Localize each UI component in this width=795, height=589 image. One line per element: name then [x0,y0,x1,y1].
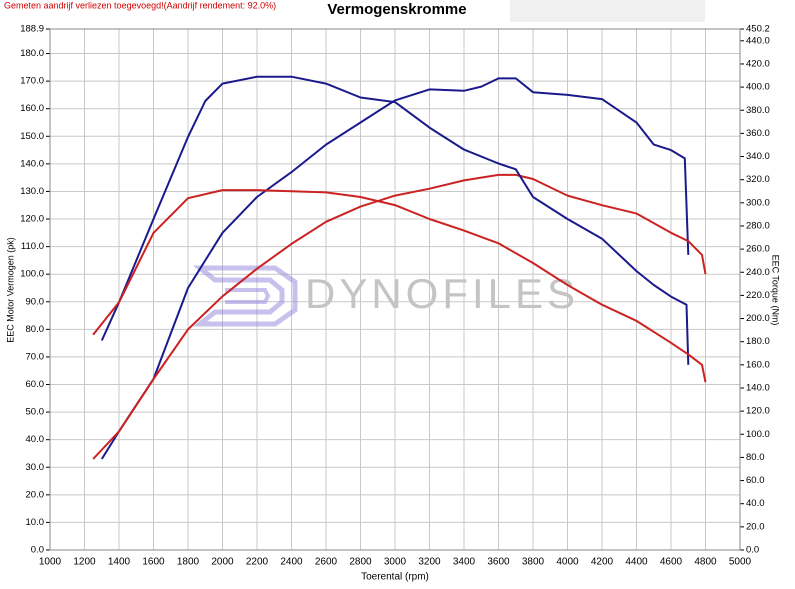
x-tick-label: 2400 [280,557,303,568]
y2-tick-label: 180.0 [746,336,770,347]
y2-tick-label: 320.0 [746,174,770,185]
curve [100,75,690,365]
curve [100,77,690,460]
y-tick-label: 50.0 [26,407,45,418]
x-axis-label: Toerental (rpm) [361,572,429,583]
y2-tick-label: 60.0 [746,475,765,486]
x-tick-label: 4000 [556,557,579,568]
y-tick-label: 30.0 [26,462,45,473]
y2-tick-label: 40.0 [746,498,765,509]
x-tick-label: 1600 [142,557,165,568]
y-tick-label: 170.0 [20,76,44,87]
x-tick-label: 1400 [108,557,131,568]
x-tick-label: 1200 [73,557,96,568]
y2-tick-label: 300.0 [746,197,770,208]
watermark: DYNOFILES [305,270,579,317]
x-tick-label: 4200 [591,557,614,568]
y-tick-label: 90.0 [26,296,45,307]
y-tick-label: 160.0 [20,103,44,114]
watermark-logo [192,265,298,327]
logo-shape [225,288,271,304]
chart-title: Vermogenskromme [327,1,466,18]
x-tick-label: 1800 [177,557,200,568]
y2-tick-label: 380.0 [746,105,770,116]
y2-tick-label: 400.0 [746,82,770,93]
logo-shape [192,265,298,327]
y-tick-label: 80.0 [26,324,45,335]
x-tick-label: 5000 [729,557,752,568]
y-tick-label: 60.0 [26,379,45,390]
y-tick-label: 100.0 [20,269,44,280]
y2-axis-label: EEC Torque (Nm) [771,255,781,326]
y2-tick-label: 100.0 [746,429,770,440]
y-tick-label: 150.0 [20,131,44,142]
y2-tick-label: 20.0 [746,521,765,532]
x-tick-label: 4400 [625,557,648,568]
x-tick-label: 2800 [349,557,372,568]
x-tick-label: 2600 [315,557,338,568]
y2-tick-label: 140.0 [746,382,770,393]
y-tick-label: 10.0 [26,517,45,528]
y-tick-label: 188.9 [20,24,44,35]
y-tick-label: 0.0 [31,545,44,556]
x-tick-label: 3000 [384,557,407,568]
y-tick-label: 180.0 [20,48,44,59]
x-tick-label: 2000 [211,557,234,568]
y-axis-label: EEC Motor Vermogen (pk) [5,237,15,343]
y2-tick-label: 160.0 [746,359,770,370]
y2-tick-label: 360.0 [746,128,770,139]
x-tick-label: 3600 [487,557,510,568]
x-tick-label: 3200 [418,557,441,568]
y2-tick-label: 260.0 [746,244,770,255]
plot-frame [49,28,741,551]
x-tick-label: 3400 [453,557,476,568]
x-tick-label: 1000 [39,557,62,568]
y2-tick-label: 440.0 [746,35,770,46]
x-tick-label: 4800 [694,557,717,568]
curve [92,189,707,383]
y2-tick-label: 240.0 [746,267,770,278]
x-tick-label: 2200 [246,557,269,568]
y2-tick-label: 80.0 [746,452,765,463]
y2-tick-label: 200.0 [746,313,770,324]
y-tick-label: 140.0 [20,158,44,169]
y-tick-label: 130.0 [20,186,44,197]
y2-tick-label: 220.0 [746,290,770,301]
y-tick-label: 120.0 [20,214,44,225]
y2-tick-label: 340.0 [746,151,770,162]
y-tick-label: 20.0 [26,489,45,500]
curve [92,173,707,460]
y-tick-label: 70.0 [26,351,45,362]
y2-tick-label: 0.0 [746,545,759,556]
notice: Gemeten aandrijf verliezen toegevoegd!(A… [4,0,276,10]
y2-tick-label: 420.0 [746,58,770,69]
y2-tick-label: 450.2 [746,24,770,35]
x-tick-label: 3800 [522,557,545,568]
title-bar-box [510,0,705,22]
x-tick-label: 4600 [660,557,683,568]
y2-tick-label: 120.0 [746,406,770,417]
y2-tick-label: 280.0 [746,220,770,231]
y-tick-label: 110.0 [21,241,44,252]
y-tick-label: 40.0 [26,434,45,445]
